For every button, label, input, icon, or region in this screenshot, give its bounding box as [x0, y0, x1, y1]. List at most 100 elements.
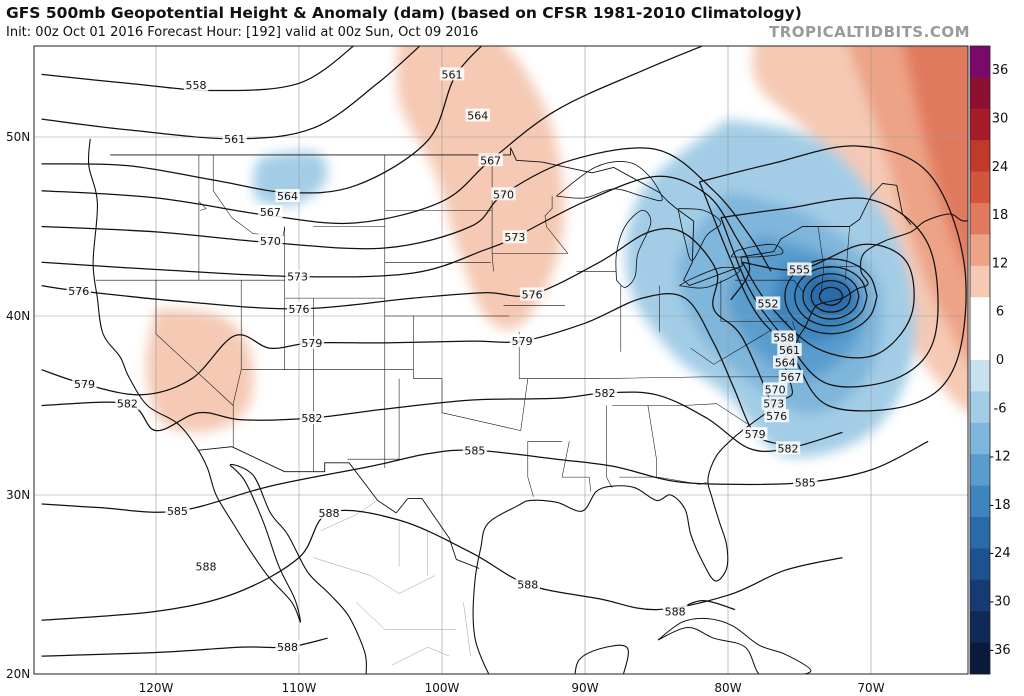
colorbar-label: -18 — [989, 498, 1010, 513]
contour-label: 564 — [775, 357, 796, 370]
contour-588-a — [41, 509, 843, 621]
contour-label-bg — [491, 187, 516, 201]
contour-558-nw — [41, 46, 355, 92]
lon-label: 90W — [571, 681, 598, 695]
contour-567 — [41, 46, 705, 225]
contour-label-bg — [592, 385, 618, 399]
map-frame — [33, 45, 969, 675]
contour-label: 582 — [778, 442, 799, 455]
state-border — [198, 201, 207, 211]
contour-label-bg — [222, 131, 247, 145]
contour-label-bg — [165, 504, 190, 518]
colorbar-label: -6 — [994, 401, 1007, 416]
colorbar-label: 30 — [992, 111, 1009, 126]
contour-label-bg — [275, 640, 300, 654]
contour-label-bg — [193, 559, 219, 573]
contour-label-bg — [762, 382, 788, 396]
contour-564-nw — [41, 46, 483, 194]
contour-label-bg — [286, 301, 312, 315]
state-border — [606, 405, 613, 488]
contour-label: 570 — [493, 188, 514, 201]
contour-label-bg — [771, 330, 796, 344]
contour-label-bg — [519, 287, 545, 301]
state-border — [735, 279, 805, 293]
contour-label: 552 — [758, 297, 779, 310]
state-border — [561, 441, 591, 492]
lon-label: 100W — [425, 681, 460, 695]
contour-label-bg — [275, 189, 300, 203]
colorbar-label: -30 — [989, 595, 1010, 610]
state-border — [212, 154, 285, 236]
contour-label-bg — [742, 427, 768, 441]
colorbar-swatch — [970, 360, 990, 392]
contour-label-bg — [793, 475, 818, 489]
contour-579 — [41, 293, 786, 446]
contour-label-bg — [299, 411, 325, 425]
anomaly-colorbar: 36 30 24 18 12 6 0 -6 -12 -18 -24 -30 -36 — [969, 45, 1011, 675]
contour-label: 576 — [766, 410, 787, 423]
colorbar-swatch — [970, 391, 990, 424]
lat-label: 40N — [6, 309, 30, 323]
contour-label-bg — [258, 233, 283, 247]
contour-label: 561 — [442, 68, 463, 81]
contour-label: 579 — [74, 378, 95, 391]
contour-label: 588 — [517, 579, 538, 592]
state-border — [544, 196, 569, 254]
contour-label: 573 — [763, 398, 784, 411]
closed-low-ring — [818, 286, 844, 306]
contour-570 — [41, 147, 772, 272]
contour-label-bg — [775, 441, 801, 455]
colorbar-swatch — [970, 422, 990, 455]
contour-label: 573 — [287, 271, 308, 284]
contour-label: 579 — [512, 335, 533, 348]
contour-label: 582 — [595, 387, 616, 400]
colorbar-swatch — [970, 517, 990, 549]
state-border — [232, 280, 242, 447]
mexico-state-border — [391, 646, 450, 666]
state-border — [845, 226, 850, 281]
contour-label: 588 — [277, 641, 298, 654]
colorbar-label: 12 — [992, 256, 1009, 271]
colorbar-swatch — [970, 328, 990, 361]
contour-label: 555 — [789, 263, 810, 276]
contour-label: 570 — [765, 383, 786, 396]
colorbar-label: 6 — [996, 305, 1004, 320]
state-border — [592, 376, 787, 379]
state-border — [690, 330, 772, 365]
mexico-state-border — [313, 557, 436, 594]
anomaly-negative-east-core — [804, 276, 855, 317]
contour-label-bg — [258, 205, 283, 219]
colorbar-label: -24 — [989, 546, 1010, 561]
latitude-labels: 50N 40N 30N 20N — [6, 130, 30, 681]
colorbar-swatch — [970, 579, 990, 612]
closed-low-ring — [794, 266, 868, 327]
lat-label: 50N — [6, 130, 30, 144]
contour-label: 567 — [780, 371, 801, 384]
colorbar-swatch — [970, 642, 990, 675]
coastlines-and-borders — [87, 138, 968, 674]
contour-label-bg — [502, 230, 528, 244]
colorbar-label: 18 — [992, 208, 1009, 223]
contour-561-ring — [698, 145, 967, 412]
state-border — [619, 405, 657, 478]
colorbar-swatch — [970, 485, 990, 518]
contour-label-bg — [66, 283, 91, 297]
contour-label: 564 — [467, 110, 488, 123]
contour-label: 588 — [196, 561, 217, 574]
contour-label-bg — [777, 343, 802, 357]
pacific-coastline — [87, 138, 368, 674]
state-border — [520, 378, 529, 431]
lat-label: 20N — [6, 667, 30, 681]
contour-label: 582 — [117, 398, 138, 411]
atlantic-gulf-coastline — [472, 213, 968, 674]
contour-558-ring — [720, 197, 939, 388]
colorbar-frame — [969, 45, 991, 675]
state-border — [413, 369, 521, 431]
colorbar-swatch — [970, 203, 990, 235]
map-subtitle: Init: 00z Oct 01 2016 Forecast Hour: [19… — [6, 25, 479, 40]
colorbar-swatch — [970, 234, 990, 267]
contour-label-bg — [316, 505, 342, 519]
contour-label-bg — [465, 108, 490, 122]
colorbar-label: 36 — [992, 63, 1009, 78]
contour-label: 588 — [665, 605, 686, 618]
